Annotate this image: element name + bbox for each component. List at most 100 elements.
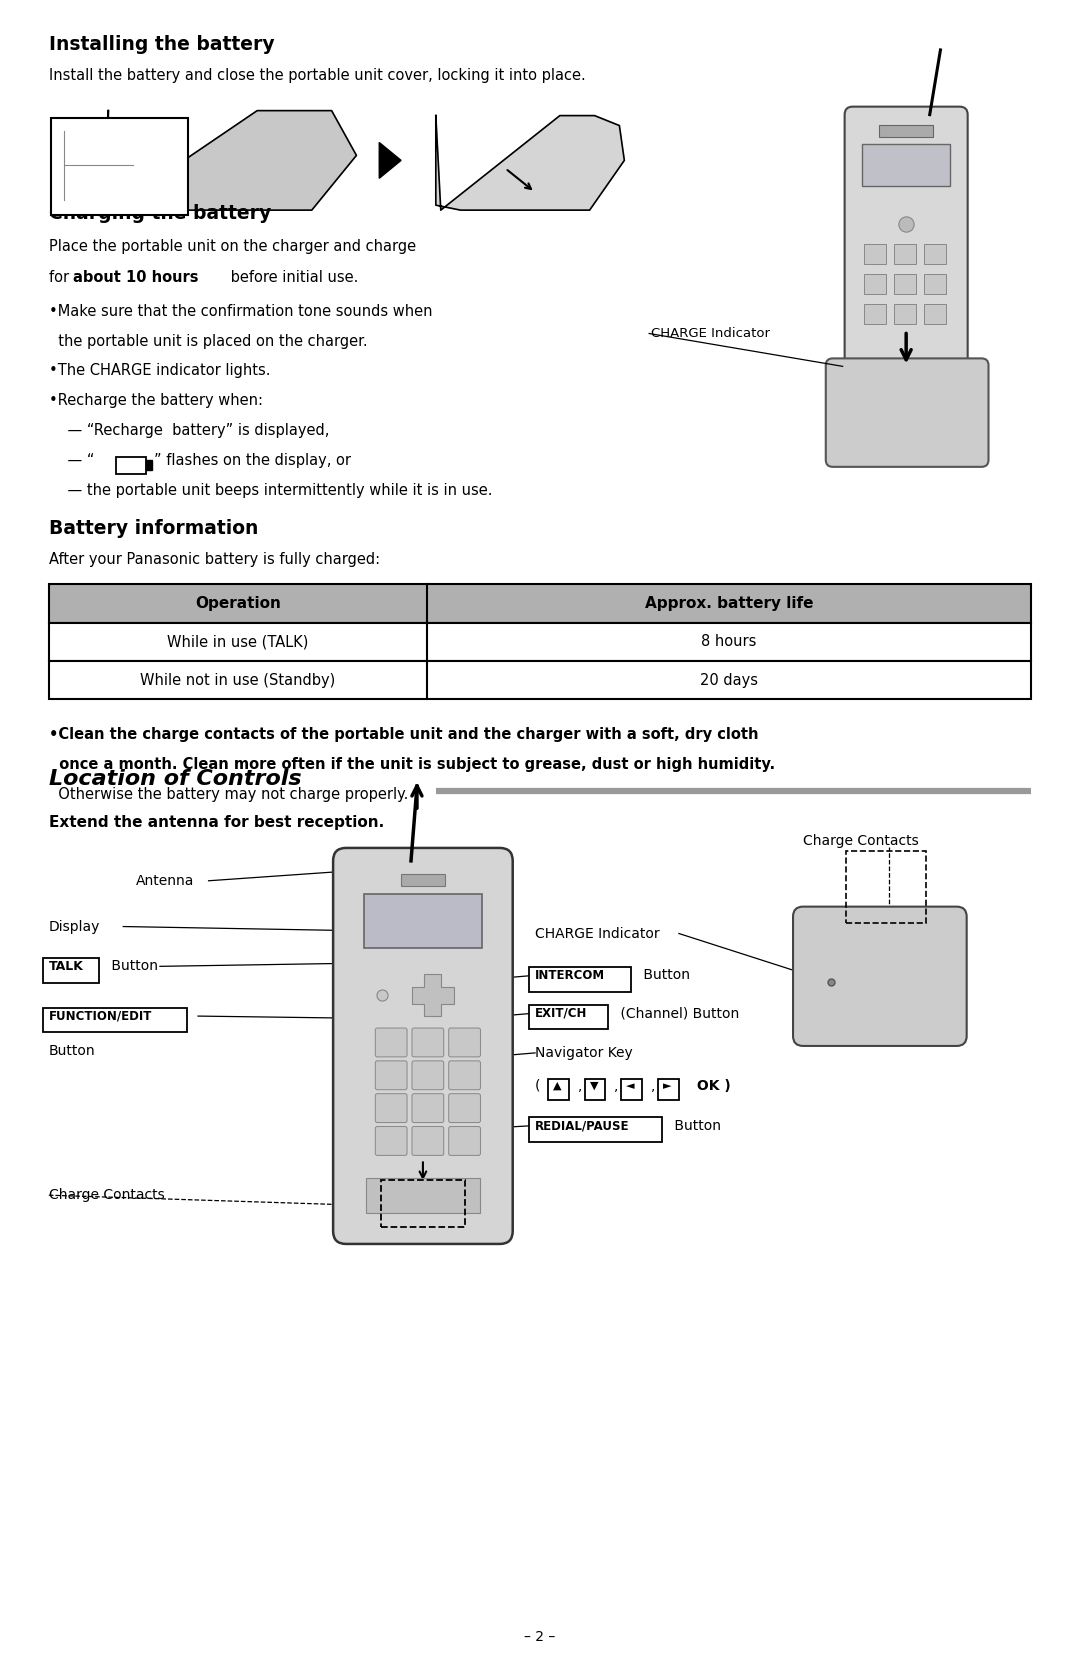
Bar <box>529 1005 608 1030</box>
FancyBboxPatch shape <box>375 1061 407 1090</box>
Text: EXIT/CH: EXIT/CH <box>535 1006 588 1020</box>
Text: •The CHARGE indicator lights.: •The CHARGE indicator lights. <box>49 364 270 379</box>
Text: Button: Button <box>638 968 690 983</box>
Bar <box>43 958 99 983</box>
Text: CHARGE Indicator: CHARGE Indicator <box>535 926 660 941</box>
FancyBboxPatch shape <box>375 1093 407 1123</box>
Text: EXIT/CH: EXIT/CH <box>535 1006 588 1020</box>
Bar <box>51 117 188 215</box>
Text: — the portable unit beeps intermittently while it is in use.: — the portable unit beeps intermittently… <box>49 482 492 497</box>
Text: INTERCOM: INTERCOM <box>535 968 605 981</box>
Bar <box>879 125 933 137</box>
Bar <box>924 274 946 294</box>
Text: Display: Display <box>49 920 100 933</box>
FancyBboxPatch shape <box>411 1061 444 1090</box>
FancyBboxPatch shape <box>826 359 988 467</box>
Text: Place the portable unit on the charger and charge: Place the portable unit on the charger a… <box>49 239 416 254</box>
Text: 8 hours: 8 hours <box>701 634 757 649</box>
Text: Otherwise the battery may not charge properly.: Otherwise the battery may not charge pro… <box>49 786 408 801</box>
Text: Install the battery and close the portable unit cover, locking it into place.: Install the battery and close the portab… <box>49 68 585 83</box>
Polygon shape <box>436 115 624 210</box>
FancyBboxPatch shape <box>411 1127 444 1155</box>
Text: — “: — “ <box>49 452 94 467</box>
Text: INTERCOM: INTERCOM <box>535 968 605 981</box>
Text: about 10 hours: about 10 hours <box>72 270 198 285</box>
Text: ▼: ▼ <box>590 1082 598 1092</box>
Text: Button: Button <box>107 960 159 973</box>
Text: REDIAL/PAUSE: REDIAL/PAUSE <box>535 1118 630 1132</box>
FancyBboxPatch shape <box>411 1093 444 1123</box>
Bar <box>146 461 151 471</box>
Text: ◄: ◄ <box>626 1082 635 1092</box>
Bar <box>548 1080 569 1100</box>
Text: •Make sure that the confirmation tone sounds when: •Make sure that the confirmation tone so… <box>49 304 432 319</box>
Text: Charging the battery: Charging the battery <box>49 204 271 224</box>
Text: 20 days: 20 days <box>700 673 758 688</box>
Bar <box>894 304 916 324</box>
Bar <box>584 1080 606 1100</box>
Text: – 2 –: – 2 – <box>525 1631 555 1644</box>
FancyBboxPatch shape <box>845 107 968 376</box>
Bar <box>401 875 445 886</box>
FancyBboxPatch shape <box>448 1093 481 1123</box>
Text: ▲: ▲ <box>553 1082 562 1092</box>
Bar <box>658 1080 679 1100</box>
FancyBboxPatch shape <box>375 1127 407 1155</box>
Text: Button: Button <box>670 1118 721 1133</box>
Bar <box>846 851 926 923</box>
Text: TALK: TALK <box>49 960 83 973</box>
Bar <box>364 893 482 948</box>
Text: While not in use (Standby): While not in use (Standby) <box>140 673 336 688</box>
Text: ,: , <box>615 1078 619 1093</box>
Bar <box>864 244 887 264</box>
Text: Charge Contacts: Charge Contacts <box>802 834 919 848</box>
Bar <box>49 661 1031 699</box>
Text: ►: ► <box>663 1082 672 1092</box>
Text: Approx. battery life: Approx. battery life <box>645 596 813 611</box>
Text: ►: ► <box>663 1082 672 1092</box>
Text: ◄: ◄ <box>626 1082 635 1092</box>
Text: FUNCTION/EDIT: FUNCTION/EDIT <box>49 1010 152 1023</box>
Bar <box>924 244 946 264</box>
Text: — “Recharge  battery” is displayed,: — “Recharge battery” is displayed, <box>49 422 329 437</box>
Text: ,: , <box>651 1078 656 1093</box>
Text: for: for <box>49 270 73 285</box>
Bar <box>366 1178 480 1213</box>
Bar <box>49 623 1031 661</box>
Text: While in use (TALK): While in use (TALK) <box>167 634 309 649</box>
Text: Navigator Key: Navigator Key <box>535 1046 633 1060</box>
Bar <box>117 457 146 474</box>
Text: •Clean the charge contacts of the portable unit and the charger with a soft, dry: •Clean the charge contacts of the portab… <box>49 728 758 743</box>
Bar <box>621 1080 643 1100</box>
Text: before initial use.: before initial use. <box>227 270 359 285</box>
Bar <box>49 584 1031 623</box>
Bar <box>864 274 887 294</box>
Text: CHARGE Indicator: CHARGE Indicator <box>651 327 770 339</box>
Text: Location of Controls: Location of Controls <box>49 769 301 789</box>
Bar <box>894 244 916 264</box>
Text: the portable unit is placed on the charger.: the portable unit is placed on the charg… <box>49 334 367 349</box>
FancyBboxPatch shape <box>411 1028 444 1056</box>
FancyBboxPatch shape <box>375 1028 407 1056</box>
Bar <box>864 304 887 324</box>
Text: Battery information: Battery information <box>49 519 258 537</box>
Text: (Channel) Button: (Channel) Button <box>616 1006 739 1020</box>
Text: ” flashes on the display, or: ” flashes on the display, or <box>154 452 351 467</box>
Bar <box>43 1008 187 1033</box>
Text: ,: , <box>578 1078 582 1093</box>
Polygon shape <box>379 142 401 179</box>
Text: ▼: ▼ <box>590 1082 598 1092</box>
Bar <box>924 304 946 324</box>
Text: ▲: ▲ <box>553 1082 562 1092</box>
Text: Extend the antenna for best reception.: Extend the antenna for best reception. <box>49 814 384 829</box>
Bar <box>529 966 631 991</box>
Text: OK ): OK ) <box>691 1078 730 1093</box>
FancyBboxPatch shape <box>333 848 513 1243</box>
Bar <box>863 145 949 187</box>
Text: Antenna: Antenna <box>136 875 194 888</box>
Text: •Recharge the battery when:: •Recharge the battery when: <box>49 394 262 409</box>
Text: (: ( <box>535 1078 545 1093</box>
Bar <box>381 1180 464 1227</box>
Bar <box>894 274 916 294</box>
Text: REDIAL/PAUSE: REDIAL/PAUSE <box>535 1118 630 1132</box>
